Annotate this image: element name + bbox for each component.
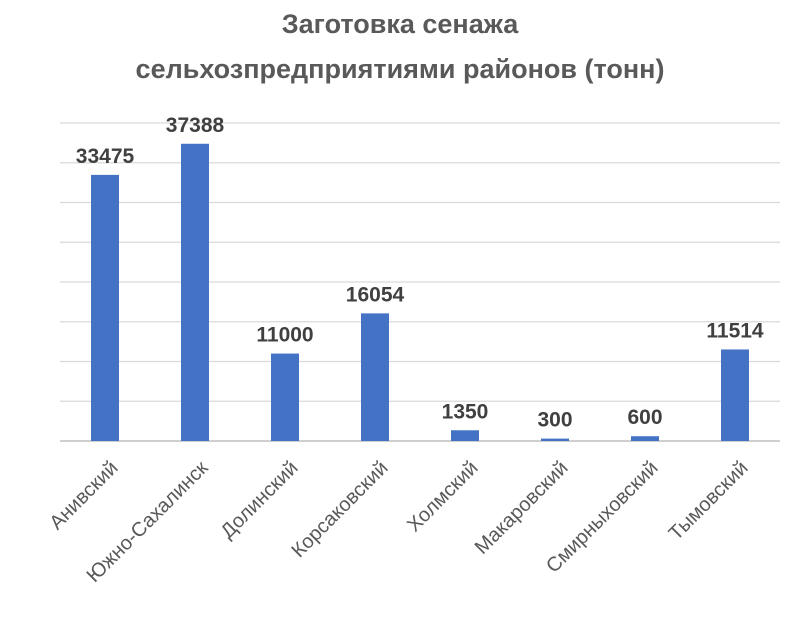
- data-label: 1350: [442, 400, 489, 423]
- bar: [541, 438, 569, 441]
- bar: [451, 430, 479, 441]
- bar: [361, 313, 389, 441]
- gridlines: [60, 122, 780, 442]
- data-label: 11514: [706, 319, 764, 342]
- data-label: 11000: [256, 324, 313, 347]
- category-tick-label: Долинский: [217, 457, 303, 543]
- category-tick-label: Тымовский: [665, 457, 753, 545]
- bar: [181, 143, 209, 442]
- data-label: 300: [537, 409, 572, 432]
- data-label: 33475: [76, 145, 135, 168]
- category-tick-label: Корсаковский: [287, 457, 392, 562]
- category-tick-label: Анивский: [45, 457, 122, 534]
- bar: [91, 174, 119, 441]
- data-labels: 33475 37388 11000 16054 1350 300 600 11514: [76, 114, 764, 432]
- chart-title-line-2: сельхозпредприятиями районов (тонн): [136, 54, 665, 84]
- chart-title-line-1: Заготовка сенажа: [282, 9, 519, 39]
- category-tick-label: Холмский: [403, 457, 482, 536]
- data-label: 600: [627, 406, 662, 429]
- category-tick-label: Макаровский: [471, 457, 573, 559]
- data-label: 37388: [166, 114, 225, 137]
- bars: [91, 143, 749, 442]
- data-label: 16054: [346, 283, 405, 306]
- bar: [721, 349, 749, 441]
- chart-title: Заготовка сенажа сельхозпредприятиями ра…: [136, 9, 665, 84]
- bar: [271, 353, 299, 441]
- bar: [631, 436, 659, 441]
